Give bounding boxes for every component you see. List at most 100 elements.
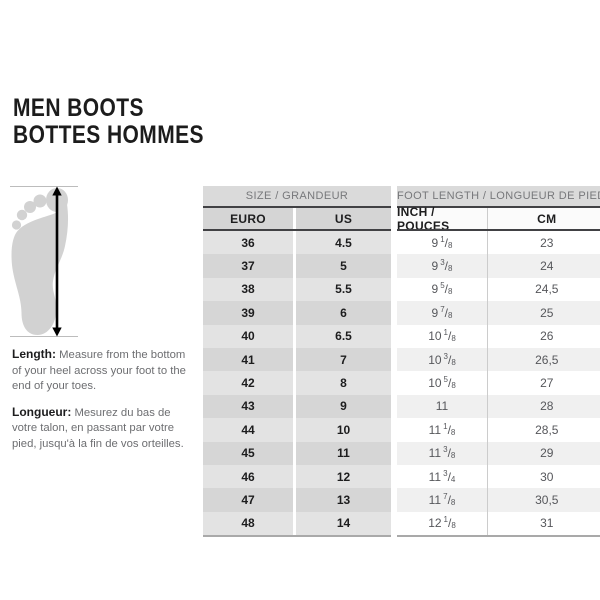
table-row: 11 3/8 29 (397, 441, 600, 465)
subheader-row: INCH / POUCES CM (397, 205, 600, 233)
table-row: 10 3/8 26,5 (397, 347, 600, 372)
table-row: 36 4.5 (203, 231, 391, 255)
table-row: 12 1/8 31 (397, 511, 600, 536)
cell-euro: 47 (203, 488, 293, 512)
measuring-instructions: Length: Measure from the bottom of your … (12, 347, 196, 462)
table-row: 44 10 (203, 418, 391, 442)
table-row: 11 28 (397, 394, 600, 419)
cell-cm: 28 (487, 394, 600, 419)
cell-us: 7 (296, 347, 391, 372)
cell-us: 10 (296, 418, 391, 442)
foot-measurement-diagram (10, 186, 78, 337)
cell-inch: 10 5/8 (397, 371, 487, 395)
cell-inch: 10 1/8 (397, 324, 487, 348)
cell-us: 4.5 (296, 231, 391, 255)
subheader-row: EURO US (203, 208, 391, 229)
cell-us: 12 (296, 464, 391, 489)
divider-rule (203, 206, 391, 208)
table-body: 36 4.5 37 5 38 5.5 39 6 40 6.5 41 7 42 8 43 9 44 10 45 11 46… (203, 231, 391, 538)
table-row: 10 5/8 27 (397, 371, 600, 395)
cell-cm: 23 (487, 231, 600, 255)
cell-us: 11 (296, 441, 391, 465)
cell-inch: 11 1/8 (397, 418, 487, 442)
group-header-foot-length: FOOT LENGTH / LONGUEUR DE PIED (397, 186, 600, 206)
cell-euro: 36 (203, 231, 293, 255)
column-header-euro: EURO (203, 208, 293, 229)
cell-cm: 31 (487, 511, 600, 536)
cell-us: 5.5 (296, 277, 391, 302)
length-text: Measure from the bottom of your heel acr… (12, 349, 186, 392)
cell-euro: 39 (203, 301, 293, 325)
cell-cm: 26 (487, 324, 600, 348)
table-row: 45 11 (203, 441, 391, 465)
table-row: 46 12 (203, 464, 391, 489)
size-chart-table: SIZE / GRANDEUR EURO US 36 4.5 37 5 38 5.5 39 6 4… (203, 186, 600, 538)
cell-us: 13 (296, 488, 391, 512)
longueur-text: Mesurez du bas de votre talon, en passan… (12, 406, 184, 450)
cell-us: 6 (296, 301, 391, 325)
longueur-label: Longueur: (12, 404, 72, 419)
page-title: MEN BOOTS BOTTES HOMMES (13, 95, 204, 149)
table-row: 40 6.5 (203, 324, 391, 348)
table-body: 9 1/8 23 9 3/8 24 9 5/8 24,5 9 7/8 25 10 1/8 26 10… (397, 231, 600, 538)
cell-euro: 45 (203, 441, 293, 465)
foot-silhouette (11, 188, 69, 335)
cell-euro: 48 (203, 511, 293, 536)
table-row: 9 3/8 24 (397, 254, 600, 278)
table-row: 10 1/8 26 (397, 324, 600, 348)
table-row: 9 1/8 23 (397, 231, 600, 255)
divider-rule (397, 206, 600, 208)
cell-cm: 28,5 (487, 418, 600, 442)
cell-euro: 38 (203, 277, 293, 302)
cell-euro: 40 (203, 324, 293, 348)
cell-euro: 43 (203, 394, 293, 419)
cell-cm: 25 (487, 301, 600, 325)
table-row: 42 8 (203, 371, 391, 395)
cell-inch: 9 1/8 (397, 231, 487, 255)
table-row: 9 7/8 25 (397, 301, 600, 325)
table-row: 47 13 (203, 488, 391, 512)
cell-inch: 9 7/8 (397, 301, 487, 325)
cell-euro: 41 (203, 347, 293, 372)
cell-cm: 24,5 (487, 277, 600, 302)
cell-us: 14 (296, 511, 391, 536)
cell-euro: 44 (203, 418, 293, 442)
longueur-instruction: Longueur: Mesurez du bas de votre talon,… (12, 405, 196, 453)
length-instruction: Length: Measure from the bottom of your … (12, 347, 196, 395)
column-header-cm: CM (487, 208, 600, 229)
length-label: Length: (12, 347, 56, 361)
column-header-us: US (296, 208, 391, 229)
page-title-fr: BOTTES HOMMES (13, 121, 204, 149)
cell-cm: 26,5 (487, 347, 600, 372)
cell-cm: 30,5 (487, 488, 600, 512)
cell-inch: 11 7/8 (397, 488, 487, 512)
cell-cm: 30 (487, 464, 600, 489)
foot-length-column-group: FOOT LENGTH / LONGUEUR DE PIED INCH / PO… (397, 186, 600, 538)
table-row: 39 6 (203, 301, 391, 325)
table-row: 11 1/8 28,5 (397, 418, 600, 442)
table-row: 11 3/4 30 (397, 464, 600, 489)
table-row: 43 9 (203, 394, 391, 419)
cell-inch: 10 3/8 (397, 347, 487, 372)
table-row: 37 5 (203, 254, 391, 278)
size-column-group: SIZE / GRANDEUR EURO US 36 4.5 37 5 38 5.5 39 6 4… (203, 186, 391, 538)
cell-cm: 27 (487, 371, 600, 395)
table-row: 41 7 (203, 347, 391, 372)
cell-inch: 11 3/4 (397, 464, 487, 489)
cell-inch: 11 3/8 (397, 441, 487, 465)
cell-inch: 9 5/8 (397, 277, 487, 302)
cell-us: 9 (296, 394, 391, 419)
page-title-en: MEN BOOTS (13, 94, 144, 122)
cell-inch: 12 1/8 (397, 511, 487, 536)
column-header-inch: INCH / POUCES (397, 205, 487, 233)
group-header-size: SIZE / GRANDEUR (203, 186, 391, 206)
cell-cm: 29 (487, 441, 600, 465)
table-row: 11 7/8 30,5 (397, 488, 600, 512)
cell-us: 8 (296, 371, 391, 395)
table-row: 48 14 (203, 511, 391, 536)
divider-rule (203, 229, 391, 231)
cell-inch: 11 (397, 394, 487, 419)
cell-euro: 37 (203, 254, 293, 278)
divider-rule (397, 229, 600, 231)
